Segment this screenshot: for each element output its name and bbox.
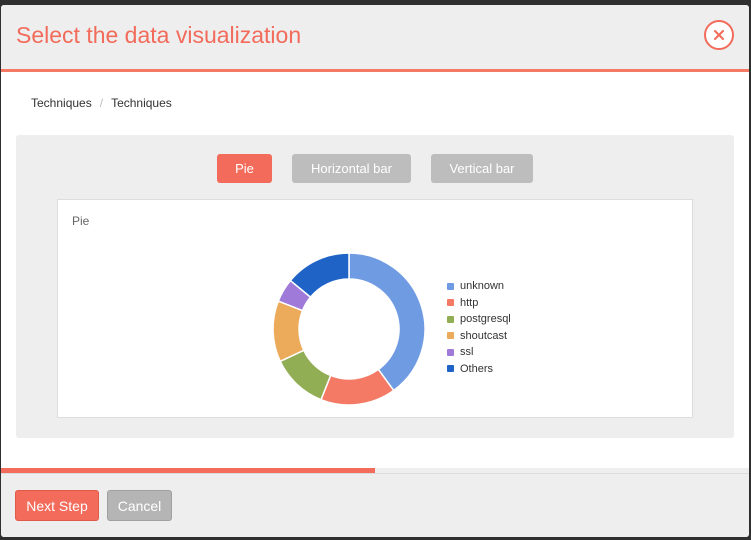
legend-swatch: [447, 348, 454, 356]
pie-slice-unknown[interactable]: [348, 252, 426, 392]
chart-preview: Pie unknown http postgresql shoutcast ssl Oth…: [57, 199, 693, 418]
legend-item-http[interactable]: http: [447, 295, 511, 312]
legend-label: http: [460, 296, 479, 309]
legend-swatch: [447, 299, 454, 307]
breadcrumb-item-current: Techniques: [111, 96, 172, 110]
legend-swatch: [447, 315, 454, 323]
legend-item-ssl[interactable]: ssl: [447, 344, 511, 361]
cancel-button[interactable]: Cancel: [107, 490, 172, 521]
legend-label: Others: [460, 362, 494, 375]
breadcrumb: Techniques / Techniques: [31, 96, 172, 110]
pie-type-button[interactable]: Pie: [217, 154, 272, 183]
legend-label: unknown: [460, 280, 505, 293]
vertical-bar-type-button[interactable]: Vertical bar: [431, 154, 533, 183]
legend-swatch: [447, 332, 454, 340]
pie-chart: [272, 252, 426, 406]
breadcrumb-separator: /: [99, 96, 104, 110]
legend-label: shoutcast: [460, 329, 508, 342]
modal-header: Select the data visualization: [1, 5, 749, 72]
legend-label: ssl: [460, 346, 474, 359]
close-icon: [714, 30, 724, 40]
legend-item-postgresql[interactable]: postgresql: [447, 311, 511, 328]
legend-item-others[interactable]: Others: [447, 361, 511, 378]
horizontal-bar-type-button[interactable]: Horizontal bar: [292, 154, 411, 183]
pie-slice-others[interactable]: [289, 252, 350, 299]
modal-footer: Next Step Cancel: [1, 473, 749, 537]
legend-label: postgresql: [460, 313, 511, 326]
close-button[interactable]: [704, 20, 734, 50]
chart-title: Pie: [72, 214, 90, 228]
legend-item-shoutcast[interactable]: shoutcast: [447, 328, 511, 345]
progress-bar: [1, 468, 749, 473]
breadcrumb-item[interactable]: Techniques: [31, 96, 92, 110]
chart-legend: unknown http postgresql shoutcast ssl Others: [447, 278, 511, 377]
pie-slice-http[interactable]: [320, 368, 395, 406]
visualization-modal: Select the data visualization Techniques…: [1, 5, 749, 537]
pie-slice-shoutcast[interactable]: [272, 300, 305, 363]
legend-swatch: [447, 282, 454, 290]
legend-swatch: [447, 365, 454, 373]
next-step-button[interactable]: Next Step: [15, 490, 99, 521]
visualization-panel: Pie Horizontal bar Vertical bar Pie unkn…: [16, 135, 734, 438]
legend-item-unknown[interactable]: unknown: [447, 278, 511, 295]
progress-fill: [1, 468, 375, 473]
modal-title: Select the data visualization: [16, 22, 302, 48]
